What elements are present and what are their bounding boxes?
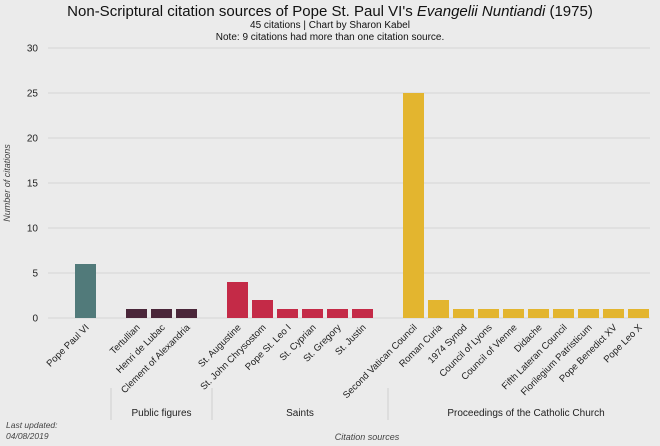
y-tick-label: 20 <box>27 134 39 145</box>
bar <box>277 309 298 318</box>
bar <box>151 309 172 318</box>
y-axis-ticks: 0 5 10 15 20 25 30 <box>27 44 39 325</box>
bar <box>603 309 624 318</box>
bar <box>428 300 449 318</box>
bar <box>352 309 373 318</box>
group-label: Saints <box>286 408 314 419</box>
bar <box>478 309 499 318</box>
chart-title-main: Non-Scriptural citation sources of Pope … <box>67 3 417 20</box>
y-tick-label: 0 <box>32 314 38 325</box>
gridlines <box>48 47 650 319</box>
y-tick-label: 10 <box>27 224 39 235</box>
bar <box>75 264 96 318</box>
bar <box>503 309 524 318</box>
bars <box>75 93 649 318</box>
bar <box>553 309 574 318</box>
group-labels: Public figures Saints Proceedings of the C… <box>110 388 605 420</box>
group-label: Proceedings of the Catholic Church <box>447 408 604 419</box>
y-tick-label: 25 <box>27 89 39 100</box>
last-updated-label: Last updated: <box>6 420 58 430</box>
bar <box>628 309 649 318</box>
bar <box>302 309 323 318</box>
x-axis-label: Citation sources <box>335 432 400 442</box>
y-tick-label: 30 <box>27 44 39 55</box>
chart-title: Non-Scriptural citation sources of Pope … <box>67 3 593 20</box>
bar <box>453 309 474 318</box>
category-label: Pope Paul VI <box>45 322 92 369</box>
bar <box>227 282 248 318</box>
y-axis-label: Number of citations <box>2 144 12 222</box>
chart-title-italic: Evangelii Nuntiandi <box>417 3 546 20</box>
last-updated-date: 04/08/2019 <box>6 431 49 441</box>
group-label: Public figures <box>131 408 191 419</box>
bar <box>578 309 599 318</box>
bar <box>252 300 273 318</box>
chart-subtitle-2: Note: 9 citations had more than one cita… <box>216 32 444 43</box>
bar <box>403 93 424 318</box>
y-tick-label: 5 <box>32 269 38 280</box>
y-tick-label: 15 <box>27 179 39 190</box>
bar <box>176 309 197 318</box>
bar <box>528 309 549 318</box>
bar <box>327 309 348 318</box>
chart-subtitle-1: 45 citations | Chart by Sharon Kabel <box>250 20 410 31</box>
bar <box>126 309 147 318</box>
chart-title-end: (1975) <box>545 3 593 20</box>
